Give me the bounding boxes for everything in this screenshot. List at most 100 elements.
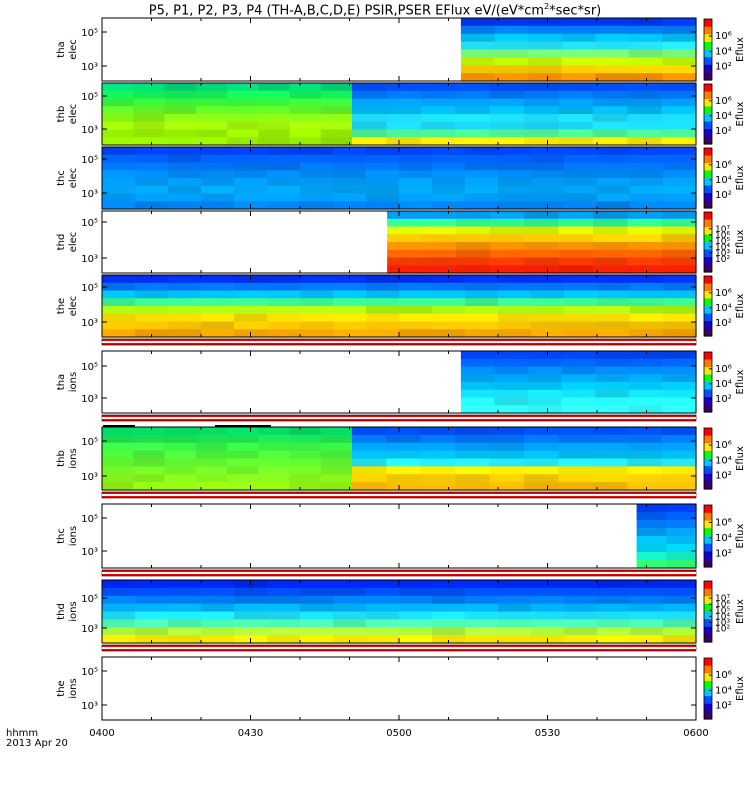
spectrogram-cell bbox=[564, 201, 598, 210]
spectrogram-cell bbox=[226, 121, 259, 131]
spectrogram-cell bbox=[168, 306, 202, 315]
spectrogram-cell bbox=[366, 275, 400, 284]
spectrogram-cell bbox=[490, 257, 525, 266]
spectrogram-cell bbox=[420, 442, 456, 452]
colorbar-segment bbox=[704, 536, 712, 545]
spectrogram-cell bbox=[133, 137, 166, 146]
spectrogram-cell bbox=[564, 603, 598, 613]
spectrogram-cell bbox=[267, 154, 301, 164]
spectrogram-cell bbox=[421, 242, 457, 251]
spectrogram-cell bbox=[564, 619, 598, 628]
spectrogram-cell bbox=[289, 106, 322, 115]
colorbar-segment bbox=[704, 193, 712, 202]
spectrogram-cell bbox=[636, 504, 667, 513]
spectrogram-cell bbox=[528, 405, 563, 414]
spectrogram-cell bbox=[201, 306, 235, 315]
quality-flag-gap bbox=[102, 572, 696, 574]
spectrogram-cell bbox=[561, 41, 596, 51]
spectrogram-cell bbox=[628, 25, 664, 35]
spectrogram-cell bbox=[135, 619, 169, 628]
spectrogram-cell bbox=[102, 185, 136, 195]
spectrogram-cell bbox=[597, 290, 631, 299]
spectrogram-cell bbox=[258, 434, 291, 444]
spectrogram-cell bbox=[432, 154, 466, 164]
spectrogram-cell bbox=[333, 275, 367, 284]
spectrogram-cell bbox=[102, 121, 134, 131]
spectrogram-cell bbox=[201, 580, 235, 589]
spectrogram-cell bbox=[661, 218, 697, 228]
spectrogram-cell bbox=[366, 635, 400, 644]
spectrogram-cell bbox=[135, 193, 169, 202]
spectrogram-cell bbox=[627, 114, 663, 123]
spectrogram-cell bbox=[465, 587, 499, 597]
spectrogram-cell bbox=[630, 635, 664, 644]
spectrogram-cell bbox=[564, 147, 598, 156]
spectrogram-cell bbox=[133, 106, 166, 115]
spectrogram-cell bbox=[564, 595, 598, 605]
colorbar-segment bbox=[704, 473, 712, 482]
spectrogram-cell bbox=[661, 226, 697, 235]
spectrogram-cell bbox=[630, 275, 664, 284]
spectrogram-cell bbox=[421, 257, 457, 266]
spectrogram-cell bbox=[432, 178, 466, 187]
spectrogram-cell bbox=[528, 33, 563, 43]
spectrogram-cell bbox=[432, 282, 466, 292]
spectrogram-cell bbox=[593, 234, 628, 243]
spectrogram-cell bbox=[663, 321, 697, 330]
spectrogram-cell bbox=[366, 147, 400, 156]
spectrogram-cell bbox=[455, 121, 491, 131]
spectrogram-cell bbox=[164, 434, 197, 444]
spectrogram-cell bbox=[465, 619, 499, 628]
spectrogram-cell bbox=[561, 382, 596, 391]
colorbar-label: Eflux bbox=[735, 293, 746, 318]
spectrogram-cell bbox=[234, 595, 268, 605]
colorbar-segment bbox=[704, 543, 712, 553]
spectrogram-cell bbox=[455, 482, 491, 491]
spectrogram-cell bbox=[564, 306, 598, 315]
spectrogram-cell bbox=[663, 282, 697, 292]
spectrogram-cell bbox=[528, 397, 563, 406]
spectrogram-cell bbox=[168, 329, 202, 338]
spectrogram-cell bbox=[366, 587, 400, 597]
spectrogram-cell bbox=[489, 466, 525, 475]
spectrogram-cell bbox=[432, 611, 466, 620]
spectrogram-cell bbox=[661, 137, 697, 146]
spectrogram-cell bbox=[455, 257, 491, 266]
spectrogram-cell bbox=[135, 611, 169, 620]
spectrogram-cell bbox=[661, 466, 697, 475]
spectrogram-cell bbox=[421, 211, 457, 220]
spectrogram-cell bbox=[592, 83, 628, 92]
spectrogram-cell bbox=[528, 49, 563, 58]
spectrogram-cell bbox=[523, 121, 559, 131]
y-tick-label: 10⁵ bbox=[81, 155, 98, 166]
spectrogram-cell bbox=[102, 178, 136, 187]
spectrogram-cell bbox=[135, 178, 169, 187]
spectrogram-cell bbox=[465, 595, 499, 605]
spectrogram-cell bbox=[663, 201, 697, 210]
spectrogram-cell bbox=[399, 329, 433, 338]
spectrogram-cell bbox=[662, 374, 697, 383]
spectrogram-cell bbox=[333, 611, 367, 620]
spectrogram-cell bbox=[661, 211, 697, 220]
spectrogram-cell bbox=[662, 405, 697, 414]
spectrogram-cell bbox=[102, 611, 136, 620]
colorbar-frame bbox=[703, 504, 713, 568]
spectrogram-cell bbox=[666, 552, 697, 561]
spectrogram-cell bbox=[490, 234, 525, 243]
spectrogram-cell bbox=[627, 482, 663, 491]
spectrogram-cell bbox=[489, 114, 525, 123]
colorbar-segment bbox=[704, 72, 712, 81]
spectrogram-cell bbox=[561, 389, 596, 399]
panel-background bbox=[102, 504, 696, 568]
spectrogram-cell bbox=[662, 351, 697, 360]
spectrogram-cell bbox=[465, 635, 499, 644]
colorbar-segment bbox=[704, 185, 712, 194]
spectrogram-cell bbox=[386, 442, 422, 452]
colorbar-segment bbox=[704, 84, 712, 93]
spectrogram-cell bbox=[102, 466, 134, 475]
spectrogram-cell bbox=[399, 619, 433, 628]
spectrogram-cell bbox=[627, 137, 663, 146]
spectrogram-cell bbox=[226, 114, 259, 123]
colorbar-tick-label: 10⁵ bbox=[715, 606, 730, 616]
x-tick-label: 0500 bbox=[386, 728, 411, 739]
